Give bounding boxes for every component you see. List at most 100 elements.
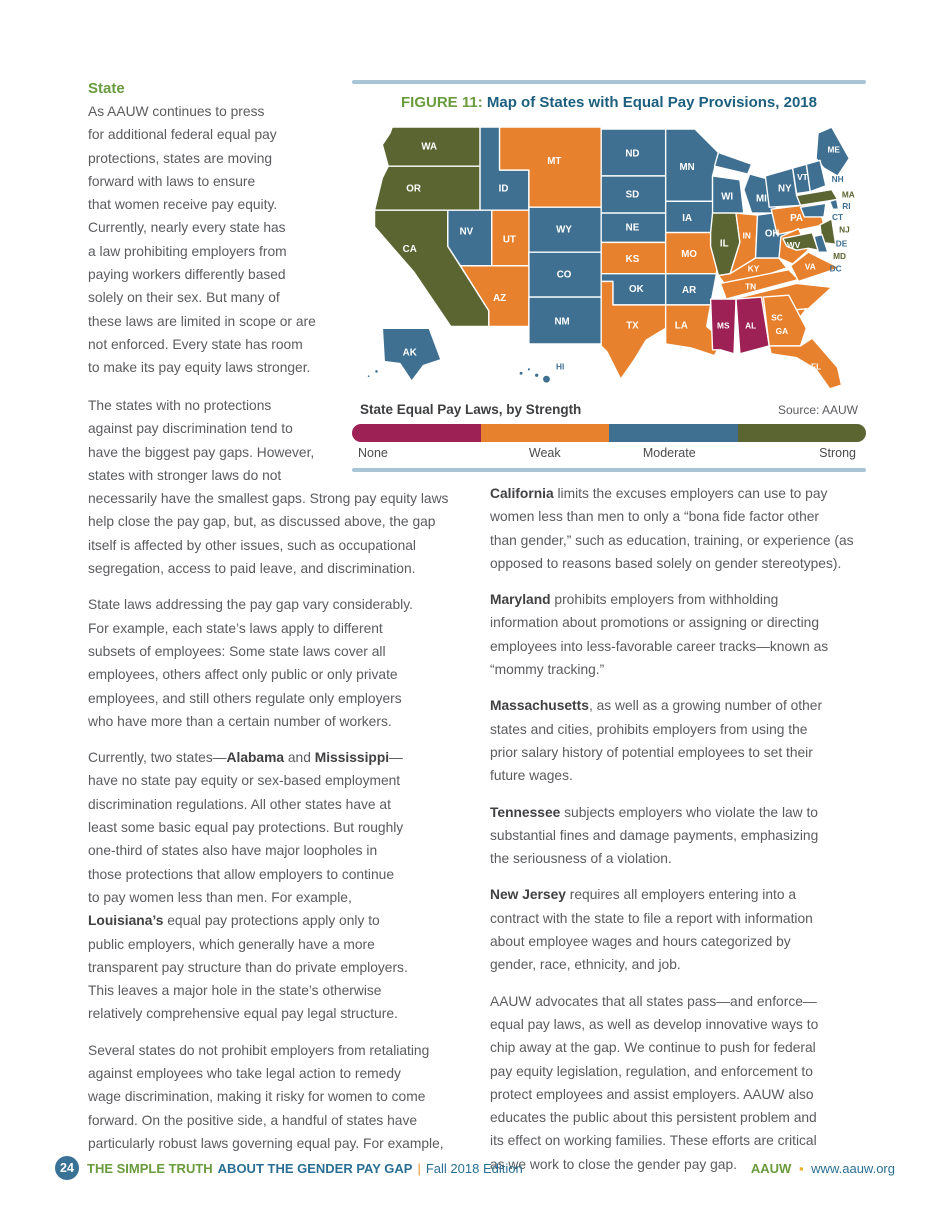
figure-number: FIGURE 11: [401,94,483,111]
paragraph: State laws addressing the pay gap vary c… [88,597,413,729]
label-NH: NH [832,174,844,184]
figure-source: Source: AAUW [777,403,858,417]
hawaii-island [526,366,532,372]
state-VA [790,251,841,283]
state-AZ [459,265,530,328]
label-NJ: NJ [839,225,850,235]
label-AK: AK [403,348,417,359]
label-AR: AR [682,285,696,296]
label-MD: MD [833,251,846,261]
footer-report-subtitle: ABOUT THE GENDER PAY GAP [217,1160,413,1176]
label-NE: NE [626,223,640,234]
label-AZ: AZ [493,293,506,304]
label-MO: MO [681,249,697,260]
page-number-badge: 24 [55,1156,79,1180]
label-UT: UT [503,234,516,245]
paragraph: AAUW advocates that all states pass—and … [490,993,819,1172]
legend-seg-strong [737,424,866,442]
state-NH [805,159,827,193]
legend-seg-weak [480,424,609,442]
label-WV: WV [787,240,801,250]
label-MN: MN [680,162,695,173]
paragraph: As AAUW continues to press for additiona… [88,104,316,376]
label-IL: IL [720,238,729,249]
legend-seg-none [352,424,481,442]
label-IN: IN [743,230,751,240]
figure-title: FIGURE 11: Map of States with Equal Pay … [352,94,866,111]
figure-box: FIGURE 11: Map of States with Equal Pay … [352,80,866,472]
figure-title-text: Map of States with Equal Pay Provisions,… [482,94,817,111]
legend-seg-moderate [609,424,738,442]
figure-bottom-rule [352,468,866,472]
paragraph: Tennessee subjects employers who violate… [490,804,819,867]
label-CA: CA [403,244,417,255]
label-AL: AL [745,320,756,330]
label-WY: WY [556,225,572,236]
state-FL [768,337,843,390]
label-KY: KY [748,264,760,274]
label-TX: TX [626,320,639,331]
state-WI [711,175,745,214]
right-column: California limits the excuses employers … [490,482,882,1189]
label-NM: NM [555,316,570,327]
label-ND: ND [625,148,639,159]
paragraph: The states with no protections against p… [88,398,449,577]
label-IA: IA [682,213,692,224]
state-CT [799,202,827,218]
label-WA: WA [421,142,437,153]
label-SC: SC [771,313,783,323]
footer-divider: | [417,1160,421,1176]
state-RI [829,198,840,210]
footer-url: www.aauw.org [811,1160,895,1176]
alaska-island [366,373,371,379]
hawaii-island [518,370,524,377]
state-OR [373,165,481,211]
legend-title: State Equal Pay Laws, by Strength [360,402,582,417]
paragraph: California limits the excuses employers … [490,486,854,571]
left-column: The states with no protections against p… [88,394,492,1168]
label-OK: OK [629,284,644,295]
alaska-island [373,368,380,374]
label-DC: DC [830,264,842,274]
label-VT: VT [797,172,808,182]
footer-report-title: THE SIMPLE TRUTH [87,1160,213,1176]
paragraph: Currently, two states—Alabama and Missis… [88,750,408,1022]
label-MA: MA [842,189,855,199]
legend-label-none: None [358,446,388,460]
label-NY: NY [778,184,792,195]
label-GA: GA [776,326,788,336]
label-MI: MI [756,193,767,204]
label-HI: HI [556,361,564,371]
label-KS: KS [626,254,640,265]
state-AK [381,327,442,382]
label-RI: RI [842,201,850,211]
paragraph: New Jersey requires all employers enteri… [490,887,813,973]
state-TX [600,280,667,380]
state-MA [795,188,839,206]
state-GA [762,294,808,347]
legend-label-weak: Weak [528,446,561,460]
label-DE: DE [836,238,848,248]
paragraph: Several states do not prohibit employers… [88,1042,444,1151]
state-MI [713,151,753,175]
figure-top-rule [352,80,866,84]
footer-edition: Fall 2018 Edition [425,1160,523,1176]
legend-label-strong: Strong [819,446,856,460]
footer-bullet-icon: ▪ [798,1160,804,1176]
label-ME: ME [827,145,840,155]
paragraph: Massachusetts, as well as a growing numb… [490,698,823,784]
state-MS [709,298,737,355]
state-NV [447,209,493,267]
label-FL: FL [811,361,821,371]
label-VA: VA [805,262,816,272]
legend-label-moderate: Moderate [642,446,696,460]
label-SD: SD [626,189,640,200]
label-LA: LA [675,320,688,331]
label-CO: CO [557,270,572,281]
state-MD [782,231,819,251]
label-OR: OR [406,184,421,195]
paragraph: Maryland prohibits employers from withho… [490,592,829,678]
label-MS: MS [717,320,730,330]
label-ID: ID [499,184,509,195]
